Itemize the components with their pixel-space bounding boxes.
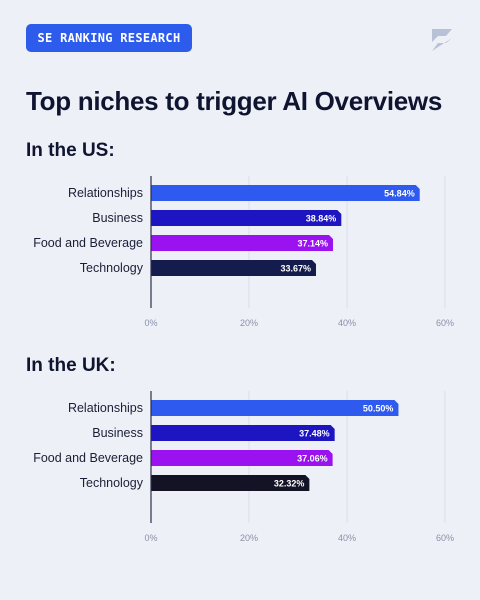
bar-value-label: 37.48% [299,429,330,439]
uk-section-title: In the UK: [26,355,116,376]
uk-bar-chart: 0% 20% 40% 60% 50.50% Relationships 37.48% Busi… [33,391,454,543]
bar-value-label: 54.84% [384,189,415,199]
bar-value-label: 33.67% [280,264,311,274]
bar-relationships [151,400,399,416]
bar-relationships [151,185,420,201]
bar-business [151,425,335,441]
page-title: Top niches to trigger AI Overviews [26,86,443,116]
category-label: Technology [80,261,144,275]
us-section-title: In the US: [26,140,115,161]
bar-value-label: 50.50% [363,404,394,414]
us-bar-chart: 0% 20% 40% 60% 54.84% Relationships 38.84% Busi… [33,176,454,328]
x-tick-label: 40% [338,533,356,543]
se-ranking-logo-icon [432,29,452,51]
bar-food-and-beverage [151,235,333,251]
bar-value-label: 37.14% [297,239,328,249]
category-label: Food and Beverage [33,236,143,250]
bar-technology [151,260,316,276]
category-label: Food and Beverage [33,451,143,465]
bar-business [151,210,342,226]
bar-value-label: 37.06% [297,454,328,464]
x-tick-label: 0% [144,318,157,328]
category-label: Business [92,426,143,440]
research-badge: SE RANKING RESEARCH [26,24,192,52]
x-tick-label: 60% [436,318,454,328]
x-tick-label: 0% [144,533,157,543]
x-tick-label: 60% [436,533,454,543]
bar-value-label: 32.32% [274,479,305,489]
category-label: Relationships [68,186,143,200]
category-label: Relationships [68,401,143,415]
bar-food-and-beverage [151,450,333,466]
bar-technology [151,475,310,491]
x-tick-label: 20% [240,318,258,328]
x-tick-label: 20% [240,533,258,543]
bar-value-label: 38.84% [306,214,337,224]
category-label: Business [92,211,143,225]
category-label: Technology [80,476,144,490]
x-tick-label: 40% [338,318,356,328]
